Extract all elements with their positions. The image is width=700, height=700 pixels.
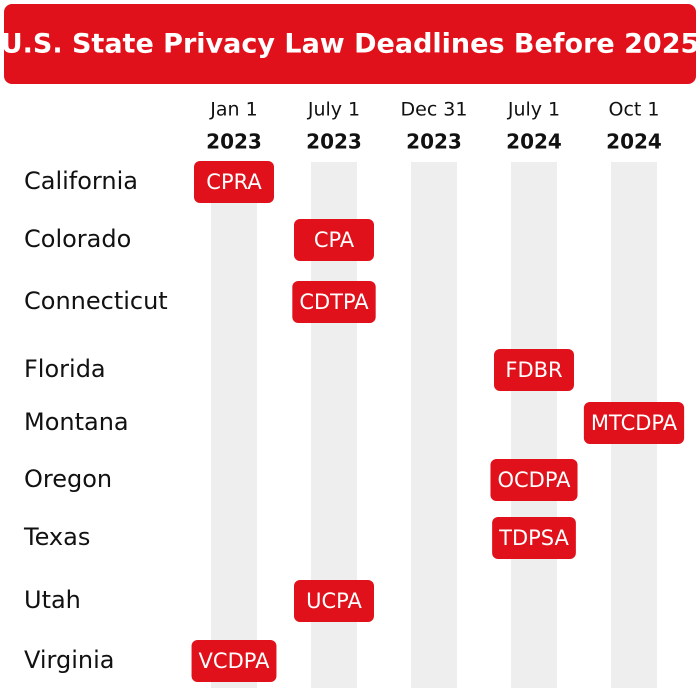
badge-bg (294, 580, 374, 622)
badge-bg (492, 517, 576, 559)
law-label: CDTPA (299, 290, 369, 314)
title-bar (4, 4, 696, 84)
column-stripe (411, 162, 457, 688)
law-badge: OCDPA (490, 459, 578, 501)
law-label: MTCDPA (591, 411, 678, 435)
law-badge: MTCDPA (583, 402, 685, 444)
column-year: 2023 (406, 130, 462, 154)
column-date: July 1 (507, 99, 560, 121)
column-year: 2024 (606, 130, 662, 154)
column-stripe (511, 162, 557, 688)
column-date: July 1 (307, 99, 360, 121)
content: Jan 1 2023 July 1 2023 Dec 31 2023 July 1 2024 O… (23, 99, 685, 682)
law-label: OCDPA (497, 468, 571, 492)
badge-bg (583, 402, 685, 444)
state-label: Colorado (24, 225, 131, 253)
law-label: UCPA (306, 589, 362, 613)
column-year: 2023 (206, 130, 262, 154)
law-label: CPA (314, 228, 355, 252)
law-badge: CPRA (194, 161, 274, 203)
badge-bg (292, 281, 376, 323)
badge-bg (191, 640, 277, 682)
column-date: Oct 1 (609, 99, 660, 121)
column-year: 2024 (506, 130, 562, 154)
column-year: 2023 (306, 130, 362, 154)
column-date: Jan 1 (209, 99, 257, 121)
state-label: Florida (24, 355, 106, 383)
state-label: Oregon (24, 465, 112, 493)
column-stripe (211, 162, 257, 688)
badge-bg (294, 219, 374, 261)
law-badge: TDPSA (492, 517, 576, 559)
badge-bg (194, 161, 274, 203)
law-label: TDPSA (498, 526, 569, 550)
law-badge: VCDPA (191, 640, 277, 682)
state-label: Connecticut (24, 287, 168, 315)
law-badge: CPA (294, 219, 374, 261)
state-label: Utah (24, 586, 81, 614)
law-label: VCDPA (199, 649, 271, 673)
badge-bg (494, 349, 574, 391)
title: U.S. State Privacy Law Deadlines Before … (1, 29, 700, 60)
law-badge: CDTPA (292, 281, 376, 323)
law-badge: FDBR (494, 349, 574, 391)
state-label: Virginia (24, 646, 115, 674)
column-date: Dec 31 (401, 99, 468, 121)
badge-bg (490, 459, 578, 501)
state-label: California (24, 167, 138, 195)
law-badge: UCPA (294, 580, 374, 622)
state-label: Texas (23, 523, 90, 551)
law-label: CPRA (206, 170, 262, 194)
state-label: Montana (24, 408, 129, 436)
law-label: FDBR (505, 358, 562, 382)
